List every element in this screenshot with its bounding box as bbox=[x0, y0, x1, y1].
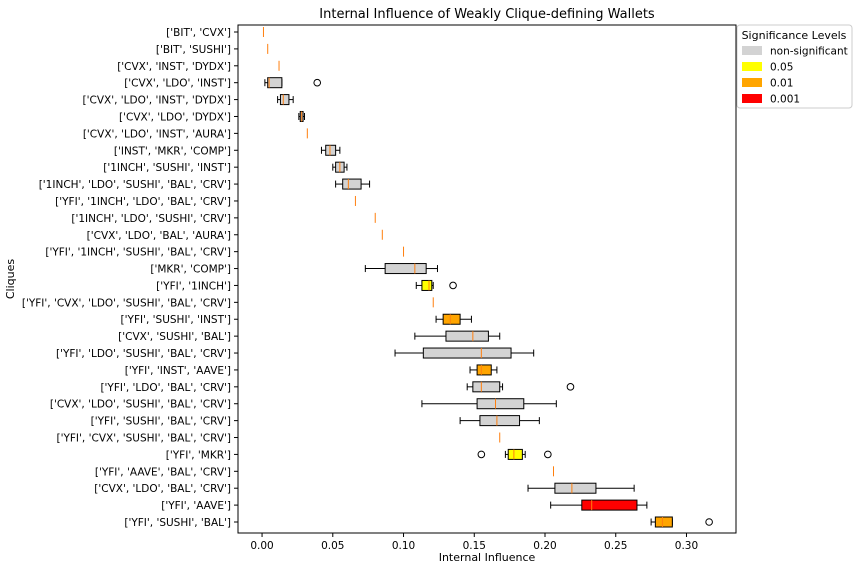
outlier-point bbox=[313, 78, 322, 87]
boxes-layer bbox=[262, 27, 713, 528]
iqr-box bbox=[279, 94, 290, 106]
y-tick-label: ['CVX', 'LDO', 'INST', 'AURA'] bbox=[83, 128, 231, 140]
y-tick-label: ['1INCH', 'LDO', 'SUSHI', 'BAL', 'CRV'] bbox=[39, 179, 231, 191]
iqr-box bbox=[442, 313, 461, 325]
iqr-box bbox=[325, 144, 337, 156]
box-4 bbox=[277, 94, 294, 106]
y-tick-label: ['CVX', 'LDO', 'DYDX'] bbox=[119, 111, 231, 123]
legend-label-p05: 0.05 bbox=[770, 62, 793, 74]
legend-entries: non-significant 0.05 0.01 0.001 bbox=[742, 46, 848, 106]
y-tick-label: ['1INCH', 'SUSHI', 'INST'] bbox=[103, 162, 231, 174]
box-20 bbox=[469, 364, 498, 376]
iqr-box bbox=[267, 77, 283, 89]
legend-swatch-p01 bbox=[742, 78, 762, 87]
y-tick-label: ['YFI', '1INCH'] bbox=[156, 280, 231, 292]
legend: Significance Levels non-significant 0.05 0… bbox=[736, 24, 853, 109]
y-tick-label: ['YFI', 'LDO', 'BAL', 'CRV'] bbox=[100, 382, 231, 394]
legend-label-p001: 0.001 bbox=[770, 94, 800, 106]
x-tick-label: 0.10 bbox=[392, 540, 415, 552]
box-5 bbox=[298, 110, 305, 122]
y-tick-label: ['YFI', 'SUSHI', 'BAL', 'CRV'] bbox=[91, 416, 231, 428]
legend-label-p01: 0.01 bbox=[770, 78, 793, 90]
x-tick-label: 0.00 bbox=[250, 540, 273, 552]
box-28 bbox=[550, 499, 648, 511]
iqr-box bbox=[421, 279, 433, 291]
y-tick-label: ['CVX', 'SUSHI', 'BAL'] bbox=[118, 331, 231, 343]
box-8 bbox=[332, 161, 348, 173]
plot-area-frame bbox=[237, 24, 737, 534]
outlier-point bbox=[477, 450, 486, 459]
y-tick-label: ['YFI', 'AAVE'] bbox=[161, 500, 231, 512]
iqr-box bbox=[554, 482, 597, 494]
y-tick-label: ['YFI', 'MKR'] bbox=[166, 449, 231, 461]
iqr-box bbox=[445, 330, 489, 342]
x-ticks: 0.00 0.05 0.10 0.15 0.20 0.25 0.30 bbox=[250, 533, 698, 552]
y-tick-label: ['YFI', 'CVX', 'LDO', 'SUSHI', 'BAL', 'C… bbox=[22, 297, 231, 309]
legend-label-ns: non-significant bbox=[770, 46, 848, 58]
box-19 bbox=[394, 347, 535, 359]
box-25 bbox=[477, 448, 552, 460]
outlier-point bbox=[449, 281, 457, 290]
y-tick-label: ['CVX', 'LDO', 'BAL', 'AURA'] bbox=[87, 230, 231, 242]
box-17 bbox=[435, 313, 472, 325]
x-tick-label: 0.05 bbox=[321, 540, 344, 552]
box-21 bbox=[466, 381, 575, 393]
outlier-point bbox=[544, 450, 552, 459]
x-tick-label: 0.20 bbox=[533, 540, 556, 552]
legend-frame bbox=[736, 24, 853, 109]
x-tick-label: 0.25 bbox=[604, 540, 627, 552]
box-14 bbox=[364, 263, 438, 275]
y-tick-label: ['CVX', 'LDO', 'INST'] bbox=[124, 78, 231, 90]
box-23 bbox=[459, 415, 540, 427]
chart-title: Internal Influence of Weakly Clique-defi… bbox=[319, 7, 655, 22]
x-tick-label: 0.30 bbox=[675, 540, 698, 552]
x-tick-label: 0.15 bbox=[463, 540, 486, 552]
iqr-box bbox=[581, 499, 638, 511]
box-27 bbox=[527, 482, 635, 494]
iqr-box bbox=[507, 448, 523, 460]
box-18 bbox=[414, 330, 501, 342]
box-7 bbox=[320, 144, 341, 156]
legend-title: Significance Levels bbox=[742, 29, 847, 42]
iqr-box bbox=[384, 263, 427, 275]
y-tick-labels: ['BIT', 'CVX'] ['BIT', 'SUSHI'] ['CVX', 'I… bbox=[22, 27, 238, 529]
y-tick-label: ['YFI', 'AAVE', 'BAL', 'CRV'] bbox=[95, 466, 231, 478]
iqr-box bbox=[472, 381, 501, 393]
outlier-point bbox=[705, 518, 713, 526]
y-tick-label: ['INST', 'MKR', 'COMP'] bbox=[114, 145, 231, 157]
y-tick-label: ['1INCH', 'LDO', 'SUSHI', 'CRV'] bbox=[71, 213, 231, 225]
y-axis-label: Cliques bbox=[4, 259, 17, 300]
y-tick-label: ['BIT', 'SUSHI'] bbox=[156, 44, 231, 56]
box-15 bbox=[415, 279, 457, 291]
iqr-box bbox=[476, 364, 492, 376]
y-tick-label: ['CVX', 'INST', 'DYDX'] bbox=[117, 61, 231, 73]
iqr-box bbox=[422, 347, 512, 359]
box-29 bbox=[650, 516, 713, 528]
box-9 bbox=[335, 178, 371, 190]
x-axis-label: Internal Influence bbox=[439, 551, 536, 564]
box-3 bbox=[264, 77, 322, 89]
y-tick-label: ['YFI', 'LDO', 'SUSHI', 'BAL', 'CRV'] bbox=[56, 348, 231, 360]
y-tick-label: ['YFI', 'CVX', 'SUSHI', 'BAL', 'CRV'] bbox=[57, 433, 232, 445]
box-22 bbox=[421, 398, 557, 410]
y-tick-label: ['YFI', '1INCH', 'LDO', 'BAL', 'CRV'] bbox=[55, 196, 231, 208]
y-tick-label: ['YFI', 'SUSHI', 'INST'] bbox=[121, 314, 231, 326]
y-tick-label: ['YFI', '1INCH', 'SUSHI', 'BAL', 'CRV'] bbox=[45, 247, 231, 259]
y-tick-label: ['CVX', 'LDO', 'SUSHI', 'BAL', 'CRV'] bbox=[50, 399, 231, 411]
y-tick-label: ['BIT', 'CVX'] bbox=[166, 27, 231, 39]
y-tick-label: ['YFI', 'INST', 'AAVE'] bbox=[125, 365, 231, 377]
y-tick-label: ['YFI', 'SUSHI', 'BAL'] bbox=[124, 517, 231, 529]
iqr-box bbox=[342, 178, 362, 190]
iqr-box bbox=[476, 398, 525, 410]
legend-swatch-ns bbox=[742, 46, 762, 55]
legend-swatch-p001 bbox=[742, 94, 762, 103]
iqr-box bbox=[654, 516, 673, 528]
y-tick-label: ['MKR', 'COMP'] bbox=[150, 264, 231, 276]
y-tick-label: ['CVX', 'LDO', 'INST', 'DYDX'] bbox=[83, 95, 231, 107]
iqr-box bbox=[479, 415, 521, 427]
outlier-point bbox=[566, 383, 575, 391]
y-tick-label: ['CVX', 'LDO', 'BAL', 'CRV'] bbox=[94, 483, 231, 495]
legend-swatch-p05 bbox=[742, 62, 762, 71]
